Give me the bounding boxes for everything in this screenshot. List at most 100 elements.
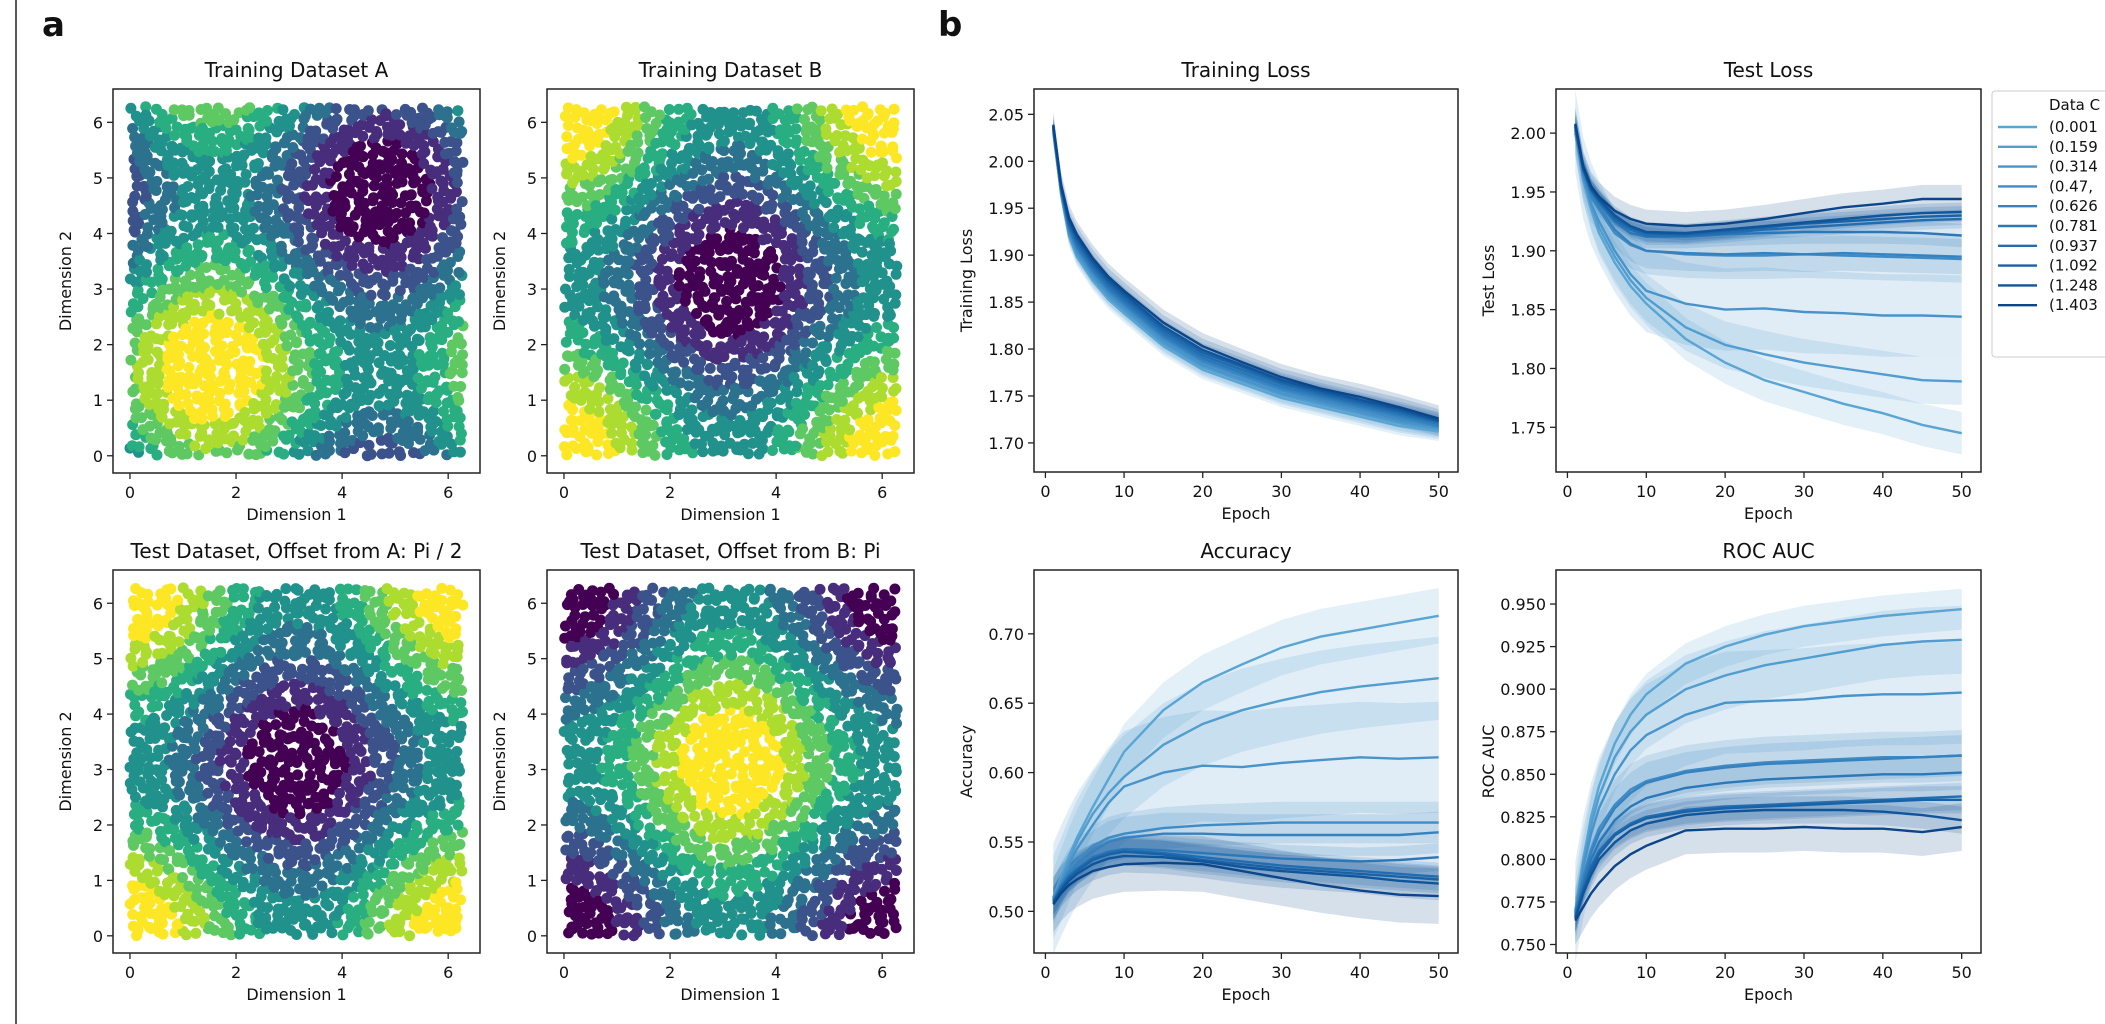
scatter-point xyxy=(869,449,881,461)
scatter-point xyxy=(445,122,457,134)
scatter-point xyxy=(371,752,382,764)
scatter-point xyxy=(138,180,150,192)
scatter-point xyxy=(631,242,643,254)
scatter-point xyxy=(300,283,312,295)
scatter-point xyxy=(183,362,195,373)
scatter-point xyxy=(582,441,594,453)
scatter-point xyxy=(450,280,462,292)
scatter-point xyxy=(586,427,598,439)
scatter-point xyxy=(335,281,347,293)
scatter-point xyxy=(765,373,777,385)
scatter-point xyxy=(156,677,168,689)
scatter-point xyxy=(567,423,579,435)
scatter-point xyxy=(580,338,592,350)
scatter-point xyxy=(599,162,611,174)
scatter-point xyxy=(141,744,153,756)
panel-label-b: b xyxy=(938,5,962,45)
scatter-point xyxy=(310,333,322,345)
scatter-point xyxy=(683,380,695,392)
scatter-point xyxy=(285,663,296,675)
scatter-point xyxy=(204,921,216,933)
scatter-point xyxy=(294,402,305,414)
scatter-point xyxy=(272,174,283,186)
scatter-point xyxy=(441,430,453,442)
scatter-point xyxy=(868,129,880,141)
scatter-point xyxy=(293,448,305,460)
scatter-point xyxy=(623,345,635,357)
scatter-point xyxy=(276,260,288,272)
scatter-point xyxy=(452,231,464,243)
scatter-point xyxy=(649,449,661,461)
scatter-point xyxy=(812,225,824,237)
scatter-point xyxy=(141,646,152,658)
scatter-point xyxy=(889,347,901,359)
scatter-point xyxy=(726,371,738,383)
scatter-point xyxy=(603,265,615,277)
scatter-point xyxy=(617,357,629,369)
scatter-point xyxy=(615,366,627,378)
scatter-point xyxy=(363,916,375,928)
scatter-point xyxy=(451,177,463,189)
scatter-point xyxy=(721,295,733,307)
y-tick-label: 6 xyxy=(93,113,103,132)
scatter-point xyxy=(299,436,310,448)
scatter-point xyxy=(428,266,440,278)
x-tick-label: 6 xyxy=(443,483,453,502)
scatter-point xyxy=(388,269,400,281)
scatter-point xyxy=(786,233,798,245)
scatter-point xyxy=(259,291,271,303)
scatter-point xyxy=(359,197,370,209)
x-axis-label: Dimension 1 xyxy=(246,505,346,524)
scatter-point xyxy=(359,206,371,218)
scatter-point xyxy=(646,258,658,270)
scatter-point xyxy=(253,746,265,758)
scatter-point xyxy=(669,139,681,151)
scatter-point xyxy=(569,381,581,393)
scatter-point xyxy=(405,106,417,118)
scatter-point xyxy=(791,103,803,115)
scatter-point xyxy=(314,255,326,267)
scatter-point xyxy=(876,382,888,394)
scatter-point xyxy=(568,190,580,202)
scatter-point xyxy=(267,271,279,283)
scatter-point xyxy=(591,449,603,461)
scatter-point xyxy=(631,129,643,141)
scatter-point xyxy=(822,446,834,458)
scatter-point xyxy=(309,358,321,370)
scatter-point xyxy=(180,428,192,440)
scatter-point xyxy=(634,348,646,359)
scatter-point xyxy=(362,681,374,693)
scatter-point xyxy=(156,204,168,216)
scatter-point xyxy=(324,315,336,327)
scatter-point xyxy=(663,104,675,115)
scatter-point xyxy=(765,397,777,409)
scatter-point xyxy=(244,356,256,367)
scatter-point xyxy=(281,150,293,161)
scatter-point xyxy=(315,910,327,922)
scatter-point xyxy=(276,352,288,364)
scatter-point xyxy=(403,425,415,437)
scatter-point xyxy=(379,651,391,663)
scatter-point xyxy=(661,308,673,320)
scatter-point xyxy=(339,447,351,459)
scatter-point xyxy=(213,308,225,320)
scatter-point xyxy=(379,628,391,640)
scatter-point xyxy=(765,139,777,151)
scatter-point xyxy=(182,717,193,729)
scatter-point xyxy=(630,330,642,342)
scatter-point xyxy=(166,112,178,124)
scatter-point xyxy=(391,408,403,420)
scatter-point xyxy=(598,291,610,303)
scatter-point xyxy=(631,389,643,401)
scatter-point xyxy=(396,308,408,320)
scatter-point xyxy=(264,303,275,315)
scatter-point xyxy=(286,296,298,308)
scatter-point xyxy=(365,448,377,460)
scatter-point xyxy=(388,858,400,870)
scatter-point xyxy=(607,347,618,359)
scatter-point xyxy=(152,388,164,399)
scatter-point xyxy=(354,612,366,624)
scatter-point xyxy=(632,147,644,159)
scatter-point xyxy=(281,340,293,352)
